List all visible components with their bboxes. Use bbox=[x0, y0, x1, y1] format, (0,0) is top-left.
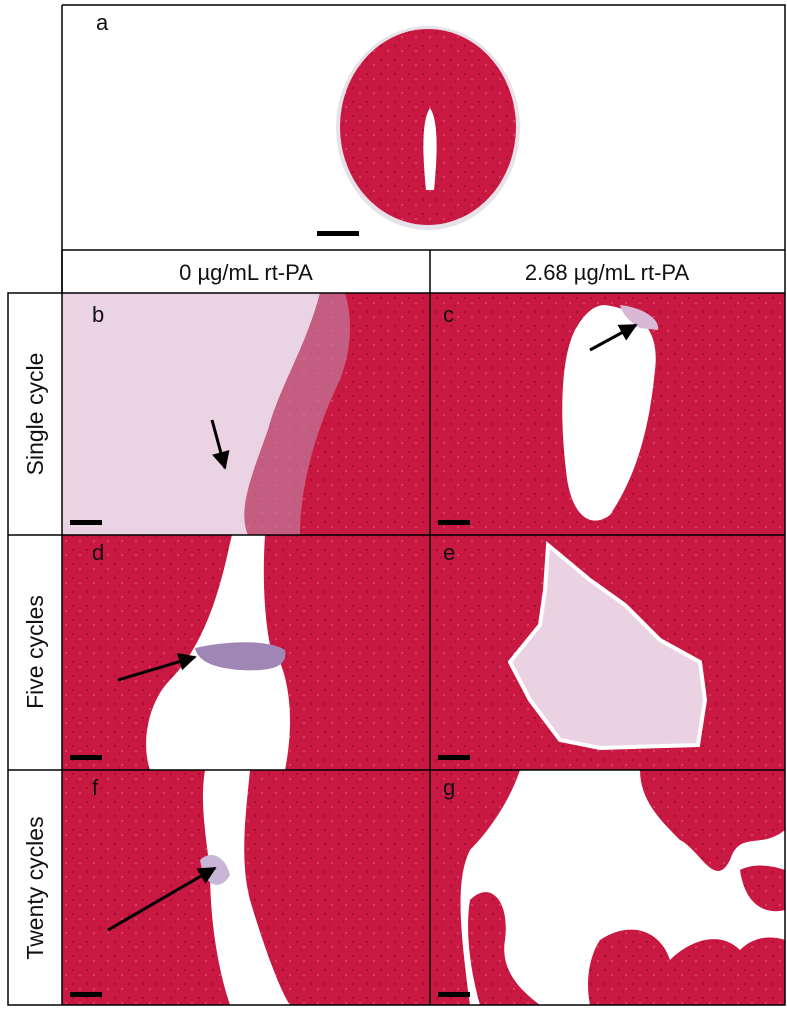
panel-label: g bbox=[443, 775, 455, 800]
scale-bar bbox=[70, 755, 102, 760]
panel-g: g bbox=[430, 770, 785, 1005]
panel-e: e bbox=[430, 535, 785, 770]
row-label: Five cycles bbox=[22, 595, 48, 709]
panel-label: f bbox=[92, 775, 99, 800]
panel-f: f bbox=[62, 770, 430, 1005]
panel-label: c bbox=[443, 302, 454, 327]
panel-label: b bbox=[92, 302, 104, 327]
row-label: Twenty cycles bbox=[22, 816, 48, 959]
column-header: 2.68 µg/mL rt-PA bbox=[525, 260, 690, 285]
row-label: Single cycle bbox=[22, 353, 48, 476]
scale-bar bbox=[438, 755, 470, 760]
panel-label: d bbox=[92, 540, 104, 565]
scale-bar bbox=[438, 992, 470, 997]
panel-c: c bbox=[430, 293, 785, 535]
page: a b c d e f bbox=[0, 0, 787, 1010]
scale-bar bbox=[317, 231, 359, 236]
column-header: 0 µg/mL rt-PA bbox=[179, 260, 313, 285]
panel-label: e bbox=[443, 540, 455, 565]
scale-bar bbox=[438, 520, 470, 525]
panel-d: d bbox=[62, 535, 430, 770]
panel-a: a bbox=[62, 5, 785, 250]
panel-b: b bbox=[62, 293, 430, 535]
scale-bar bbox=[70, 520, 102, 525]
figure: a b c d e f bbox=[0, 0, 787, 1010]
panel-label: a bbox=[96, 10, 109, 35]
scale-bar bbox=[70, 992, 102, 997]
